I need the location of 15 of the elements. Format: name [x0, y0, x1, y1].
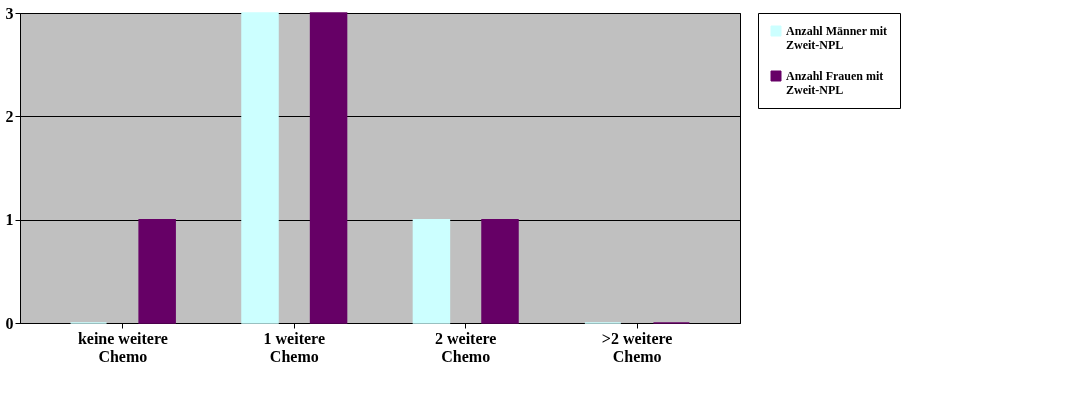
y-tick-label: 3: [5, 4, 14, 22]
legend-label: Anzahl Frauen mit Zweit-NPL: [786, 69, 884, 97]
x-tick-label: keine weitere Chemo: [77, 329, 168, 365]
x-tick-label: 1 weitere Chemo: [263, 329, 326, 365]
y-tick-label: 0: [5, 314, 14, 332]
bar: [241, 12, 279, 324]
y-tick-label: 1: [5, 211, 14, 229]
bar: [481, 218, 519, 324]
bar: [412, 218, 451, 324]
bar: [138, 218, 176, 324]
legend-label: Anzahl Männer mit Zweit-NPL: [786, 24, 888, 52]
y-tick-label: 2: [5, 107, 14, 125]
x-tick-label: 2 weitere Chemo: [434, 329, 497, 365]
x-tick-label: >2 weitere Chemo: [601, 329, 673, 365]
bar: [309, 12, 348, 324]
